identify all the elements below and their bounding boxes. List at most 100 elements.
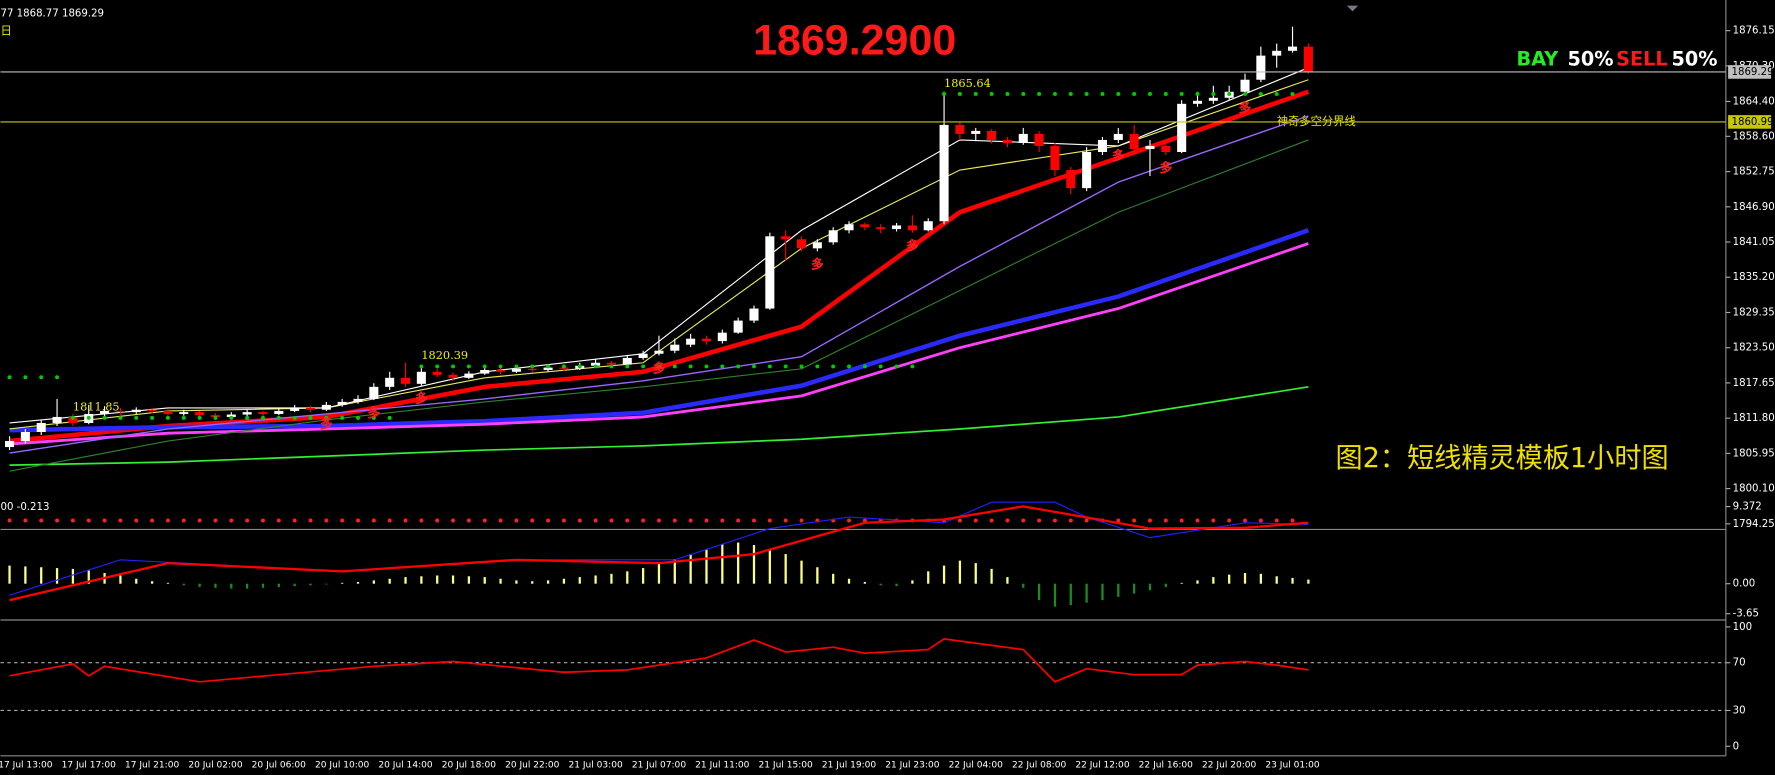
candle-body	[622, 357, 632, 365]
histogram-bar	[657, 563, 661, 584]
histogram-bar	[198, 583, 201, 587]
candle-body	[591, 362, 601, 366]
histogram-bar	[594, 575, 597, 584]
histogram-bar	[879, 583, 882, 586]
histogram-bar	[1117, 583, 1120, 597]
candle-body	[828, 230, 838, 243]
y-tick-label: 1823.50	[1733, 343, 1775, 354]
histogram-bar	[1243, 572, 1247, 584]
histogram-bar	[1307, 579, 1310, 584]
histogram-bar	[911, 580, 914, 584]
level-label: 1865.64	[944, 77, 991, 90]
candle-body	[464, 373, 474, 378]
candle-body	[1240, 79, 1250, 92]
y-tick-label: 9.372	[1733, 502, 1762, 513]
histogram-bar	[1069, 583, 1072, 606]
signal: 多	[1239, 100, 1251, 115]
histogram-bar	[1275, 576, 1278, 584]
candle-body	[448, 374, 458, 378]
y-tick-label: 1794.25	[1733, 519, 1775, 530]
histogram-bar	[784, 554, 787, 584]
histogram-bar	[721, 544, 724, 584]
histogram-bar	[436, 575, 439, 584]
histogram-bar	[166, 582, 170, 584]
histogram-bar	[182, 583, 185, 586]
candle-body	[385, 377, 395, 387]
candle-body	[733, 320, 743, 333]
histogram-bar	[24, 566, 27, 584]
histogram-bar	[816, 567, 819, 584]
candle-body	[796, 239, 807, 249]
histogram-bar	[705, 549, 708, 584]
candle-body	[1034, 133, 1044, 146]
candle-body	[115, 410, 125, 413]
histogram-bar	[895, 583, 898, 587]
caption: 图2：短线精灵模板1小时图	[1336, 443, 1669, 474]
x-tick-label: 21 Jul 15:00	[759, 760, 813, 770]
candle-body	[892, 225, 902, 230]
histogram-bar	[451, 575, 455, 584]
histogram-bar	[325, 583, 328, 585]
histogram-bar	[1196, 580, 1199, 584]
histogram-bar	[356, 582, 360, 584]
buy-label: BAY	[1517, 47, 1560, 70]
y-tick-label: 1841.05	[1733, 237, 1775, 248]
annotation: 神奇多空分界线	[1277, 114, 1356, 128]
x-tick-label: 21 Jul 19:00	[822, 760, 876, 770]
histogram-bar	[990, 568, 993, 584]
histogram-bar	[246, 583, 249, 589]
x-tick-label: 23 Jul 01:00	[1265, 760, 1319, 770]
histogram-bar	[40, 567, 43, 584]
x-tick-label: 21 Jul 11:00	[695, 760, 749, 770]
histogram-bar	[1022, 583, 1025, 588]
candle-body	[52, 416, 62, 423]
histogram-bar	[1006, 577, 1009, 584]
histogram-bar	[673, 559, 676, 584]
candle-body	[416, 371, 426, 384]
x-tick-label: 20 Jul 14:00	[378, 760, 432, 770]
buy-ratio: 50%	[1567, 47, 1613, 70]
candle-body	[131, 409, 141, 413]
x-tick-label: 17 Jul 17:00	[62, 760, 116, 770]
candle-body	[1272, 50, 1282, 56]
candle-body	[496, 369, 506, 372]
y-tick-label: 1817.65	[1733, 378, 1775, 389]
histogram-bar	[8, 565, 11, 584]
y-tick-label: 30	[1733, 705, 1746, 716]
indicator-line	[9, 139, 1309, 472]
candle-body	[68, 416, 78, 423]
candle-body	[305, 407, 316, 410]
histogram-bar	[1133, 583, 1136, 594]
x-tick-label: 20 Jul 22:00	[505, 760, 559, 770]
histogram-bar	[1164, 583, 1167, 587]
candle-body	[480, 369, 490, 374]
histogram-bar	[230, 583, 233, 589]
candle-body	[258, 412, 268, 414]
candle-body	[923, 221, 933, 231]
y-tick-label: 1800.10	[1733, 484, 1775, 495]
candle-body	[955, 124, 965, 134]
histogram-bar	[1259, 573, 1262, 584]
histogram-bar	[1101, 583, 1104, 601]
histogram-bar	[420, 576, 423, 584]
candle-body	[527, 368, 537, 370]
price-tag-label: 1860.99	[1732, 117, 1774, 128]
candle-body	[670, 344, 680, 351]
macd-header: 00 -0.213	[0, 502, 49, 513]
y-tick-label: 1852.75	[1733, 167, 1775, 178]
histogram-bar	[974, 563, 977, 584]
candle-body	[1256, 55, 1266, 80]
signal: 多	[1112, 148, 1124, 163]
histogram-bar	[752, 545, 756, 584]
y-tick-label: 1876.15	[1733, 26, 1775, 37]
indicator-line	[9, 242, 1309, 446]
candle-body	[147, 409, 157, 411]
candle-body	[353, 398, 363, 402]
period: 日	[0, 25, 11, 38]
indicator-line	[9, 115, 1309, 454]
y-tick-label: -3.65	[1733, 609, 1759, 620]
signal: 多	[415, 391, 427, 406]
x-tick-label: 22 Jul 04:00	[949, 760, 1003, 770]
